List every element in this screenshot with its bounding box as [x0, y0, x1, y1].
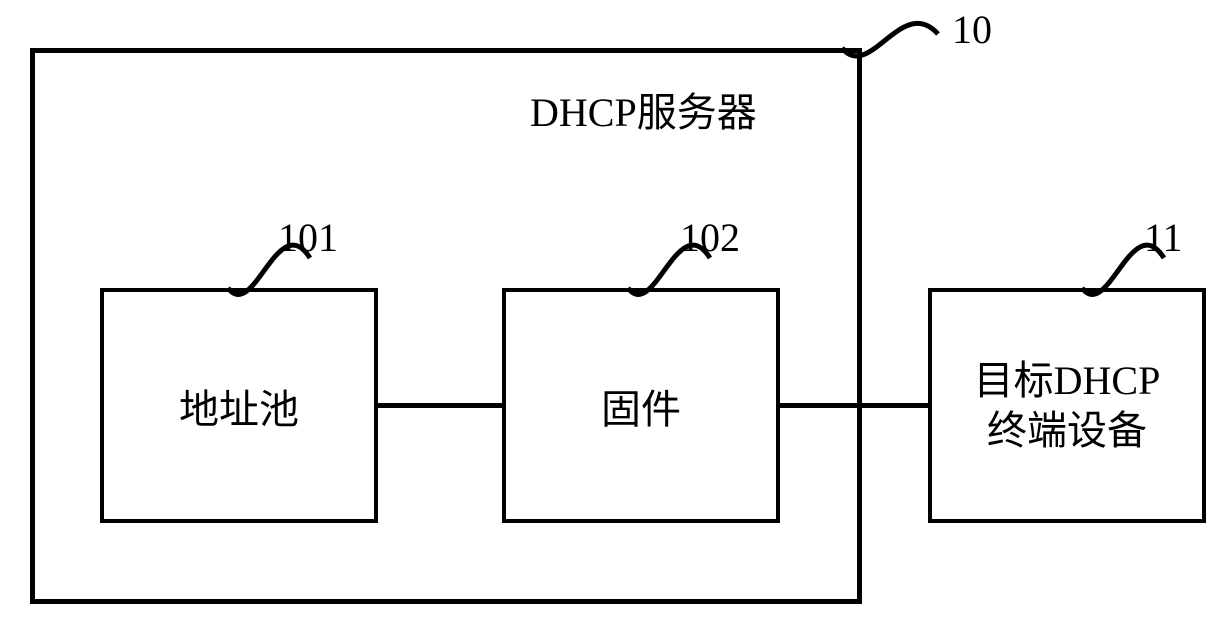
callout-label-11: 11 [1144, 214, 1183, 261]
callout-label-102: 102 [680, 214, 740, 261]
callout-label-101: 101 [278, 214, 338, 261]
callout-path-10 [842, 23, 938, 56]
callout-label-10: 10 [952, 6, 992, 53]
callout-curves [0, 0, 1227, 631]
diagram-root: DHCP服务器 地址池 固件 目标DHCP 终端设备 10 101 102 11 [0, 0, 1227, 631]
